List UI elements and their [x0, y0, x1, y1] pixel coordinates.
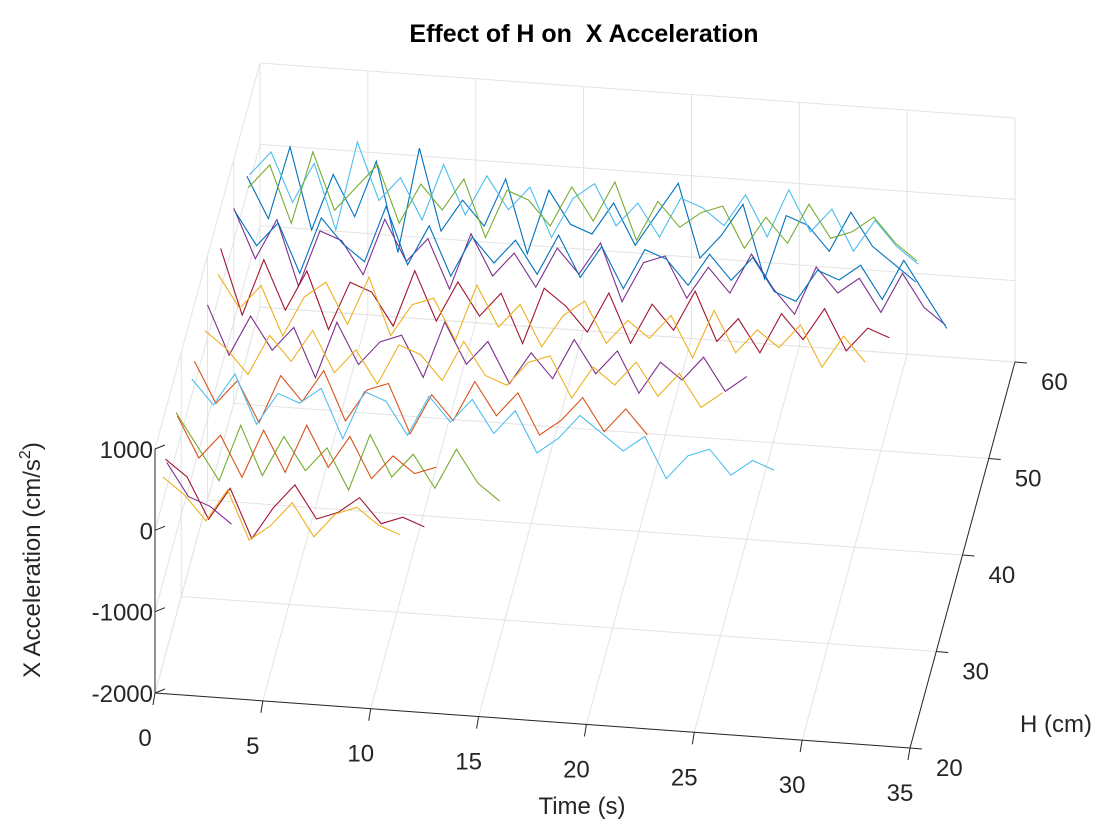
z-tick	[154, 444, 166, 450]
y-tick	[962, 554, 975, 557]
grid-line	[154, 225, 261, 612]
y-tick-label: 30	[962, 659, 989, 686]
grid-line	[154, 62, 261, 450]
data-line	[249, 140, 919, 265]
data-line	[165, 458, 425, 540]
y-tick-label: 20	[936, 755, 963, 782]
x-tick-label: 25	[671, 764, 698, 791]
grid	[154, 62, 1016, 749]
z-tick-label: 0	[140, 518, 153, 545]
x-tick	[260, 700, 264, 713]
y-tick-label: 60	[1041, 369, 1068, 396]
x-tick	[368, 708, 372, 721]
grid-line	[207, 499, 963, 556]
data-line	[204, 329, 723, 409]
z-axis-title: X Acceleration (cm/s2)	[17, 442, 46, 678]
y-tick-label: 40	[989, 562, 1016, 589]
x-tick	[799, 740, 803, 753]
grid-line	[233, 403, 989, 459]
grid-line	[259, 306, 1016, 363]
y-tick	[909, 747, 923, 750]
data-line	[162, 476, 401, 542]
data-line	[247, 150, 918, 262]
y-tick	[1014, 361, 1028, 364]
x-tick	[907, 747, 911, 761]
z-tick-label: -2000	[92, 681, 153, 708]
z-axis-title-text: X Acceleration (cm/s	[19, 459, 46, 678]
grid-line	[259, 225, 1016, 282]
x-tick-label: 35	[887, 780, 914, 807]
z-tick-label: -1000	[92, 600, 153, 627]
x-tick	[152, 692, 156, 706]
grid-line	[181, 596, 937, 652]
data-line	[220, 248, 890, 354]
y-tick	[988, 458, 1001, 460]
x-axis-title: Time (s)	[538, 793, 625, 820]
grid-line	[154, 306, 261, 694]
x-tick-label: 20	[563, 756, 590, 783]
x-axis-line	[154, 692, 911, 749]
data-line	[206, 304, 748, 395]
z-tick-label: 1000	[100, 437, 153, 464]
axes: 0 5 10 15 20 25 30 35 20 30 40 50 60 -2000 -1000 0 1000	[92, 361, 1068, 807]
x-tick	[583, 724, 587, 737]
data-line	[233, 208, 946, 326]
plot-lines	[162, 140, 948, 542]
y-tick	[936, 651, 949, 653]
x-tick-label: 15	[455, 749, 482, 776]
grid-line	[259, 143, 1016, 200]
chart-title: Effect of H on X Acceleration	[409, 20, 758, 48]
z-tick	[154, 688, 166, 694]
x-tick-label: 5	[246, 733, 259, 760]
x-tick	[476, 716, 480, 729]
grid-line	[259, 62, 1016, 119]
data-line	[166, 462, 232, 525]
grid-line	[154, 144, 261, 531]
data-line	[217, 274, 866, 369]
data-line	[191, 372, 775, 480]
x-tick	[691, 732, 695, 745]
z-axis-title-sup: 2	[17, 450, 34, 459]
x-tick-label: 0	[138, 725, 151, 752]
y-tick-label: 50	[1015, 466, 1042, 493]
x-tick-label: 10	[347, 741, 374, 768]
z-axis-title-close: )	[19, 442, 46, 450]
x-tick-label: 30	[779, 772, 806, 799]
z-tick	[154, 525, 166, 531]
data-line	[176, 415, 437, 480]
data-line	[193, 360, 648, 436]
data-line	[246, 144, 916, 283]
y-axis-title: H (cm)	[1020, 711, 1092, 738]
data-line	[234, 204, 948, 329]
z-tick	[154, 607, 166, 613]
